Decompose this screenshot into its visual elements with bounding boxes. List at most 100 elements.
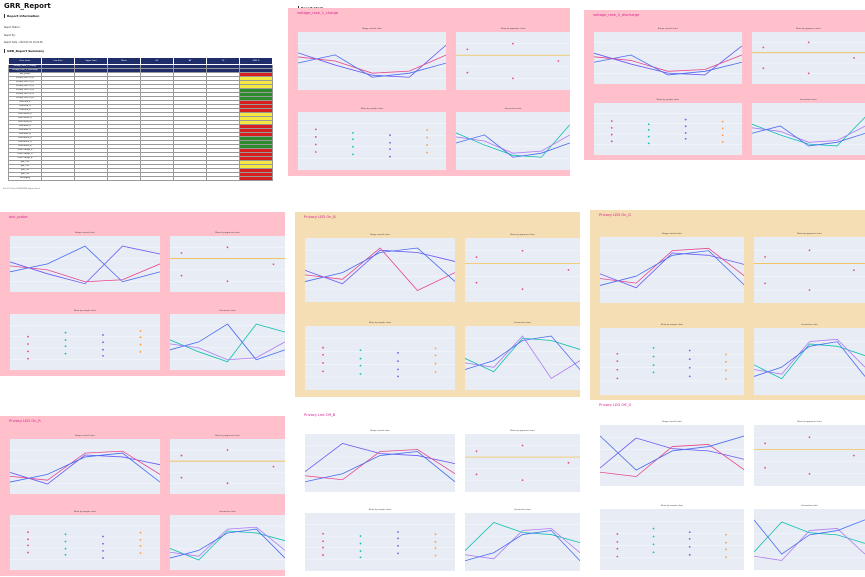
chart-card: adc_probe Range control chart Mean by appr…: [0, 212, 285, 376]
chart-panel: Mean by appraiser chart: [170, 435, 285, 495]
chart-panel-title: Mean by sample chart: [368, 322, 392, 325]
data-point: [434, 547, 437, 550]
data-point: [397, 531, 399, 534]
table-cell: [173, 176, 207, 181]
chart-svg: [751, 41, 865, 75]
data-point: [616, 377, 618, 380]
data-point: [475, 281, 478, 284]
data-point: [27, 357, 29, 360]
chart-panel: Mean by sample chart: [297, 108, 447, 170]
chart-panel-title: Range control chart: [662, 421, 682, 424]
data-point: [688, 538, 691, 541]
data-point: [724, 534, 727, 536]
chart-panel: Mean by sample chart: [10, 511, 160, 571]
data-point: [434, 371, 437, 373]
data-point: [808, 473, 811, 475]
chart-panel-title: Mean by appraiser chart: [215, 231, 240, 234]
data-point: [351, 131, 354, 134]
data-point: [102, 535, 104, 538]
chart-svg: [10, 526, 160, 560]
chart-svg: [599, 521, 745, 559]
chart-panel-title: Mean by appraiser chart: [796, 27, 821, 30]
table-row: RGB Orange_B: [8, 156, 273, 161]
data-point: [389, 148, 391, 151]
series-line: [593, 45, 742, 76]
column-header: EV: [140, 57, 174, 65]
data-point: [322, 540, 324, 543]
chart-svg: [10, 324, 160, 360]
data-point: [808, 249, 811, 252]
data-point: [426, 144, 428, 146]
chart-card-title: adc_probe: [9, 215, 28, 219]
page-footer: file:///C:/Users/GRR/GRR_Report.html: [3, 188, 40, 190]
series-line: [456, 124, 570, 158]
data-point: [434, 347, 437, 350]
data-point: [466, 71, 469, 74]
data-point: [475, 256, 478, 259]
series-line: [305, 247, 455, 291]
data-point: [322, 370, 324, 373]
chart-card-title: voltage_rose_2_discharge: [593, 13, 640, 17]
data-point: [652, 371, 655, 374]
table-cell: [74, 176, 108, 181]
data-point: [567, 461, 570, 464]
chart-svg: [170, 245, 285, 282]
data-point: [721, 141, 724, 144]
table-cell: [140, 176, 174, 181]
table-row: pwr_OFF: [8, 164, 273, 169]
data-point: [724, 556, 727, 559]
chart-panel-title: Interaction chart: [514, 322, 531, 325]
data-point: [322, 353, 324, 356]
chart-svg: [170, 526, 285, 561]
chart-panel: Interaction chart: [465, 322, 580, 390]
chart-card-title: Privacy LED On_G: [599, 213, 632, 217]
chart-card: Privacy LED Off_G Range control chart Mean…: [590, 400, 865, 577]
chart-panel-title: Mean by sample chart: [660, 505, 684, 508]
chart-svg: [593, 42, 742, 76]
summary-table: Item name Low limit Upper limit Mean EV AV TV G…: [8, 57, 273, 181]
data-point: [616, 353, 618, 356]
data-point: [610, 127, 613, 130]
data-point: [521, 479, 524, 481]
data-point: [852, 454, 855, 457]
chart-svg: [754, 519, 865, 562]
chart-panel-title: Mean by sample chart: [660, 324, 684, 327]
data-point: [434, 354, 437, 357]
data-point: [64, 331, 67, 334]
chart-panel: Interaction chart: [754, 505, 865, 571]
chart-panel-title: Interaction chart: [801, 505, 818, 508]
data-point: [684, 132, 687, 135]
series-line: [170, 530, 285, 561]
data-point: [434, 533, 437, 536]
chart-panel-title: Interaction chart: [219, 511, 236, 514]
series-line: [593, 54, 742, 76]
data-point: [652, 347, 655, 350]
column-header: Item name: [8, 57, 42, 65]
data-point: [102, 543, 104, 545]
table-row: RGB Blue_G: [8, 128, 273, 133]
report-date: Report Date : 2023-02-02 15:02:48: [4, 41, 43, 44]
series-line: [305, 442, 455, 472]
series-line: [465, 522, 580, 552]
data-point: [616, 360, 618, 363]
series-line: [456, 134, 570, 158]
data-point: [180, 274, 183, 277]
data-point: [322, 554, 324, 557]
chart-panel-title: Mean by appraiser chart: [510, 429, 535, 432]
series-line: [465, 335, 580, 371]
column-header: GRR %: [239, 57, 273, 65]
chart-svg: [305, 247, 455, 291]
summary-heading: GRR_Report Summary: [4, 49, 44, 53]
data-point: [351, 153, 354, 156]
table-cell: [41, 176, 75, 181]
chart-svg: [170, 449, 285, 485]
series-line: [10, 245, 160, 282]
data-point: [272, 262, 275, 265]
series-line: [754, 521, 865, 553]
data-point: [652, 364, 655, 367]
data-point: [272, 465, 275, 468]
chart-panel-title: Range control chart: [662, 232, 682, 235]
data-point: [322, 362, 324, 365]
chart-panel: Mean by appraiser chart: [170, 232, 285, 293]
data-point: [426, 129, 428, 131]
